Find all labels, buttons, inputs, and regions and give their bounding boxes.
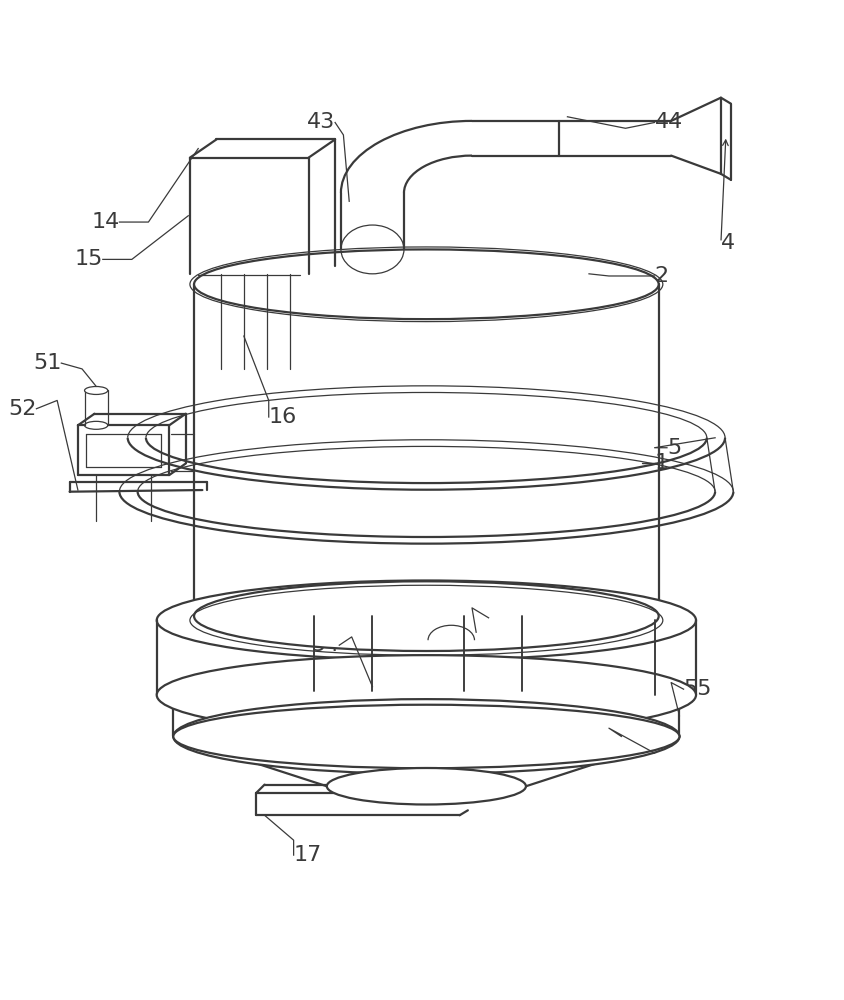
Text: 43: 43 — [307, 112, 335, 132]
Text: 16: 16 — [268, 407, 297, 427]
Text: 53: 53 — [489, 608, 517, 628]
Ellipse shape — [157, 655, 696, 735]
Ellipse shape — [173, 658, 679, 732]
Text: 5: 5 — [667, 438, 681, 458]
Text: 14: 14 — [91, 212, 119, 232]
Text: 52: 52 — [8, 399, 36, 419]
Ellipse shape — [84, 421, 108, 429]
Text: 51: 51 — [33, 353, 62, 373]
Text: 1: 1 — [655, 453, 668, 473]
Ellipse shape — [157, 580, 696, 660]
Ellipse shape — [194, 581, 658, 651]
Text: 54: 54 — [311, 635, 339, 655]
Ellipse shape — [173, 699, 679, 774]
Ellipse shape — [84, 386, 108, 394]
Text: 56: 56 — [621, 726, 650, 746]
Text: 44: 44 — [655, 112, 683, 132]
Text: 2: 2 — [655, 266, 668, 286]
Text: 17: 17 — [294, 845, 322, 865]
Text: 15: 15 — [74, 249, 103, 269]
Ellipse shape — [173, 705, 679, 768]
Text: 55: 55 — [684, 679, 712, 699]
Ellipse shape — [327, 768, 526, 804]
Text: 4: 4 — [721, 233, 735, 253]
Ellipse shape — [194, 249, 658, 319]
